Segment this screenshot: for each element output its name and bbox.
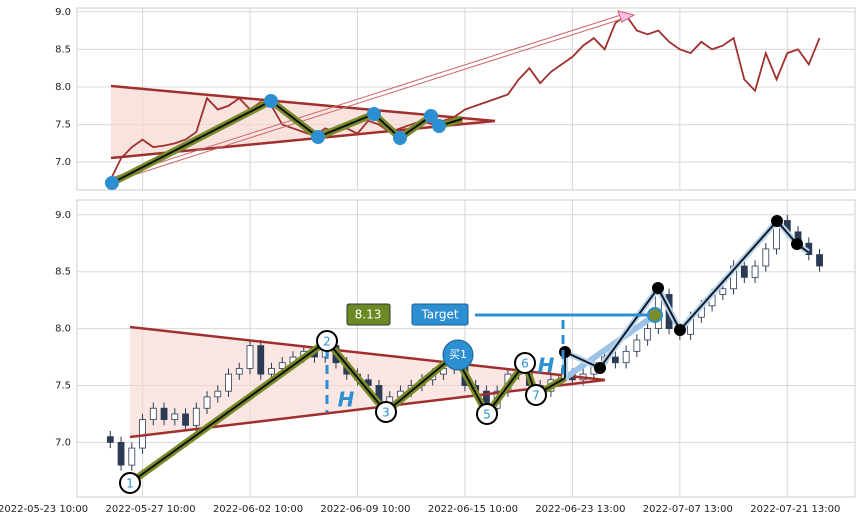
buy-label: 买1 xyxy=(449,348,467,361)
y-tick-label: 9.0 xyxy=(55,7,71,18)
candle-body xyxy=(171,413,179,421)
candle-body xyxy=(235,368,243,375)
candle-body xyxy=(719,288,727,295)
target-box xyxy=(411,303,469,326)
candle-body xyxy=(246,345,254,369)
bottom-overlay: 1 2 3 5 6 7 H H 买1 8.13 Target xyxy=(119,215,810,494)
arrow xyxy=(110,13,625,179)
candle-body xyxy=(611,356,619,364)
candle-body xyxy=(192,407,200,426)
price-label: 8.13 xyxy=(355,308,382,322)
pivots xyxy=(105,94,446,190)
h-label: H xyxy=(338,388,355,412)
y-tick-label: 8.5 xyxy=(55,267,71,278)
candle-body xyxy=(644,328,652,341)
candle-body xyxy=(225,373,232,392)
point-label: 5 xyxy=(483,408,491,422)
projection-points xyxy=(559,215,803,374)
y-tick-label: 7.5 xyxy=(55,120,71,131)
y-tick-label: 7.0 xyxy=(55,437,71,448)
y-tick-label: 8.0 xyxy=(55,324,71,335)
candle-body xyxy=(106,436,114,443)
y-tick-label: 9.0 xyxy=(55,210,71,221)
point-label: 6 xyxy=(521,357,529,371)
x-tick-label: 2022-05-23 10:00 xyxy=(0,504,88,515)
target-path xyxy=(563,312,657,381)
point-label: 7 xyxy=(532,389,540,403)
candle-body xyxy=(762,248,770,267)
x-tick-label: 2022-06-09 10:00 xyxy=(320,504,410,515)
candle-body xyxy=(622,350,630,364)
candle-body xyxy=(139,419,146,449)
arrow-head xyxy=(617,10,636,23)
candle-body xyxy=(268,368,275,375)
candle-body xyxy=(816,254,823,267)
price-line xyxy=(109,14,821,181)
price-box xyxy=(346,303,391,326)
candle-body xyxy=(128,447,136,466)
y-tick-label: 8.5 xyxy=(55,44,71,55)
point-label: 1 xyxy=(126,477,134,491)
candle-body xyxy=(633,339,641,352)
target-label: Target xyxy=(420,308,458,322)
x-tick-label: 2022-06-15 10:00 xyxy=(428,504,518,515)
candle-body xyxy=(203,396,211,409)
h-label: H xyxy=(538,354,555,378)
candle-body xyxy=(751,265,759,278)
point-label: 2 xyxy=(323,335,331,349)
x-tick-label: 2022-07-21 13:00 xyxy=(750,504,840,515)
candle-body xyxy=(182,413,189,426)
candle-body xyxy=(257,345,265,375)
y-tick-label: 7.0 xyxy=(55,157,71,168)
candle-body xyxy=(214,390,222,398)
x-tick-label: 2022-06-23 13:00 xyxy=(535,504,625,515)
candle-body xyxy=(740,265,748,278)
pattern-points xyxy=(119,330,547,494)
point-label: 3 xyxy=(382,406,390,420)
target-point xyxy=(647,307,663,323)
candle-body xyxy=(117,441,125,466)
x-tick-label: 2022-06-02 10:00 xyxy=(213,504,303,515)
candle-body xyxy=(160,407,168,421)
x-tick-label: 2022-07-07 13:00 xyxy=(643,504,733,515)
arrow xyxy=(114,16,629,182)
y-tick-label: 8.0 xyxy=(55,82,71,93)
y-tick-label: 7.5 xyxy=(55,380,71,391)
top-annotations xyxy=(105,10,821,190)
buy-marker xyxy=(442,339,474,371)
candle-body xyxy=(278,362,286,369)
x-tick-label: 2022-05-27 10:00 xyxy=(105,504,195,515)
candle-body xyxy=(149,407,157,421)
